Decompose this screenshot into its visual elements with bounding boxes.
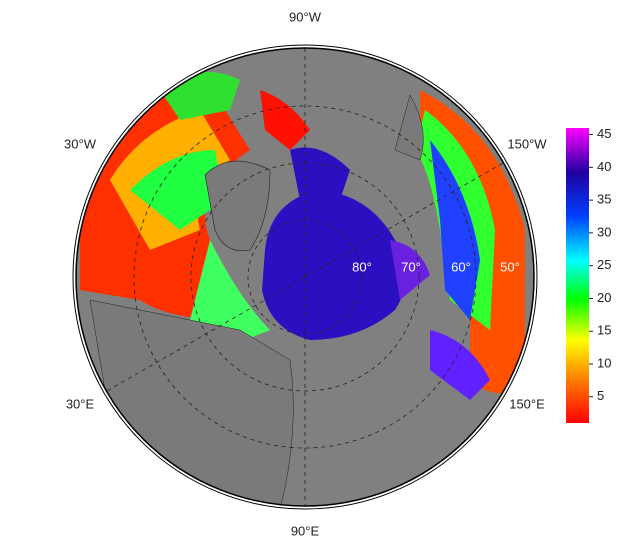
lat-label: 50° (500, 259, 520, 274)
colorbar-tick-label: 10 (597, 355, 611, 370)
land (204, 160, 271, 252)
data-region (430, 330, 490, 400)
lat-label: 60° (451, 259, 471, 274)
data-region (190, 240, 270, 350)
lon-label: 150°E (509, 396, 545, 411)
map-border (75, 47, 535, 507)
lon-label: 90°W (289, 9, 322, 24)
map-disc (76, 48, 534, 506)
data-region (130, 150, 225, 230)
colorbar-tick-label: 20 (597, 290, 611, 305)
colorbar (566, 128, 589, 423)
data-region (262, 190, 408, 340)
data-region (430, 140, 480, 320)
graticule (106, 276, 306, 392)
data-region (390, 240, 430, 300)
colorbar-tick-label: 40 (597, 159, 611, 174)
colorbar-tick-label: 30 (597, 224, 611, 239)
colorbar-tick-label: 15 (597, 323, 611, 338)
lon-label: 90°E (291, 523, 320, 538)
graticule (304, 162, 504, 278)
graticule (133, 105, 477, 449)
colorbar-tick-label: 35 (597, 192, 611, 207)
lon-label: 150°W (507, 136, 547, 151)
colorbar-tick-label: 5 (597, 388, 604, 403)
lat-label: 70° (401, 259, 421, 274)
land (394, 94, 424, 161)
colorbar-tick-label: 25 (597, 257, 611, 272)
lat-label: 80° (352, 259, 372, 274)
map-border (72, 44, 538, 510)
lon-label: 30°E (66, 396, 95, 411)
data-region (260, 90, 310, 150)
colorbar-tick-label: 45 (597, 126, 611, 141)
graticule (247, 219, 363, 335)
lon-label: 30°W (64, 136, 97, 151)
